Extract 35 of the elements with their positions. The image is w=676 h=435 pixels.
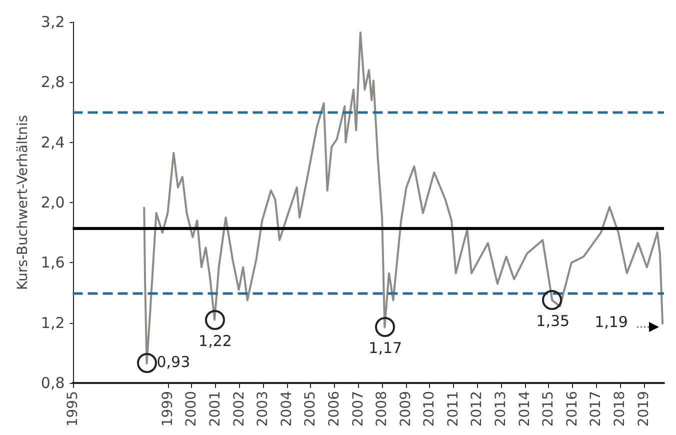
x-tick-label: 2006 <box>326 390 342 427</box>
x-tick-label: 2005 <box>302 391 319 427</box>
x-tick-label: 2007 <box>350 391 366 427</box>
x-tick-label: 2009 <box>398 391 414 427</box>
x-tick-label: 2019 <box>636 391 652 427</box>
annotation: 0,93 <box>156 353 190 372</box>
x-tick-label: 2010 <box>422 391 438 427</box>
y-axis-title: Kurs-Buchwert-Verhältnis <box>15 114 31 290</box>
annotation: 1,17 <box>368 339 402 358</box>
x-tick-label: 2002 <box>231 391 248 427</box>
x-tick-label: 2015 <box>540 391 557 427</box>
x-tick-label: 2018 <box>612 391 628 427</box>
x-tick-label: 2012 <box>469 391 486 427</box>
annotation: 1,22 <box>198 332 232 350</box>
x-tick-label: 2014 <box>516 390 533 427</box>
y-tick-label: 3,2 <box>40 13 65 31</box>
x-tick-label: 2001 <box>208 391 224 427</box>
y-tick-label: 2,4 <box>40 133 65 152</box>
x-tick-label: 2011 <box>445 391 462 427</box>
y-tick-label: 2,8 <box>40 73 65 92</box>
x-tick-label: 2016 <box>564 390 580 427</box>
x-tick-label: 1999 <box>160 391 176 427</box>
y-tick-label: 1,6 <box>40 254 65 272</box>
annotation: 1,35 <box>536 312 570 330</box>
x-tick-label: 2004 <box>278 390 295 427</box>
y-tick-label: 1,2 <box>40 314 65 332</box>
x-tick-label: 2003 <box>255 391 272 427</box>
x-tick-label: 2000 <box>184 391 200 427</box>
x-tick-label: 2017 <box>588 391 604 427</box>
y-tick-label: 2,0 <box>40 194 65 212</box>
y-tick-label: 0,8 <box>40 374 65 392</box>
x-tick-label: 1995 <box>64 391 81 427</box>
annotation: 1,19 <box>594 313 628 332</box>
x-tick-label: 2013 <box>493 391 510 427</box>
x-tick-label: 2008 <box>374 391 390 427</box>
